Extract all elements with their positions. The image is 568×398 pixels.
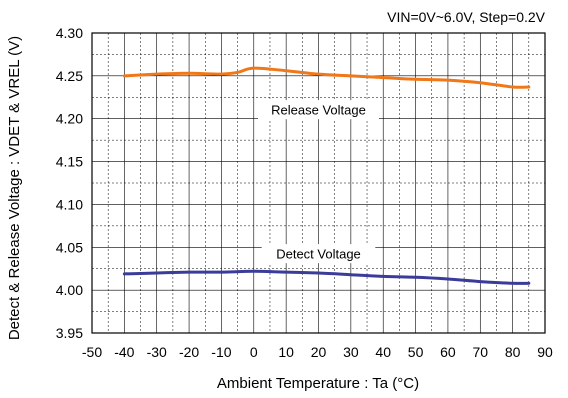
x-tick-label: 70 <box>472 344 488 360</box>
x-tick-label: -50 <box>82 344 102 360</box>
x-tick-label: 40 <box>375 344 391 360</box>
series-annotation: Release Voltage <box>271 103 366 118</box>
plot-frame <box>91 32 546 334</box>
y-axis-label: Detect & Release Voltage : VDET & VREL (… <box>6 36 23 340</box>
x-tick-label: 30 <box>343 344 359 360</box>
series-lines <box>122 66 531 285</box>
x-axis-label: Ambient Temperature : Ta (°C) <box>217 375 419 392</box>
x-tick-label: 80 <box>505 344 521 360</box>
x-tick-label: -30 <box>147 344 167 360</box>
y-tick-label: 3.95 <box>56 325 83 341</box>
y-tick-label: 4.30 <box>56 25 83 41</box>
y-tick-labels: 3.95 4.00 4.05 4.10 4.15 4.20 4.25 4.30 <box>56 25 83 341</box>
x-tick-label: 50 <box>408 344 424 360</box>
x-tick-label: 10 <box>278 344 294 360</box>
series-line-release-voltage <box>122 66 531 89</box>
annotation-background <box>258 100 379 120</box>
x-tick-label: 20 <box>311 344 327 360</box>
condition-note: VIN=0V~6.0V, Step=0.2V <box>387 9 546 25</box>
y-tick-label: 4.00 <box>56 282 83 298</box>
annotations: Release Voltage Detect Voltage <box>258 100 379 264</box>
x-tick-labels: -50 -40 -30 -20 -10 0 10 20 30 40 50 60 70 80 90 <box>82 344 553 360</box>
y-tick-label: 4.15 <box>56 154 83 170</box>
series-line-detect-voltage <box>122 269 531 285</box>
y-tick-label: 4.25 <box>56 68 83 84</box>
x-tick-label: 90 <box>537 344 553 360</box>
x-tick-label: 0 <box>250 344 258 360</box>
grid-lines <box>92 33 545 333</box>
y-tick-label: 4.05 <box>56 239 83 255</box>
y-tick-label: 4.10 <box>56 196 83 212</box>
series-annotation: Detect Voltage <box>276 247 361 262</box>
x-tick-label: -10 <box>211 344 231 360</box>
annotation-background <box>261 244 376 264</box>
x-tick-label: -40 <box>114 344 134 360</box>
y-tick-label: 4.20 <box>56 111 83 127</box>
x-tick-label: 60 <box>440 344 456 360</box>
x-tick-label: -20 <box>179 344 199 360</box>
